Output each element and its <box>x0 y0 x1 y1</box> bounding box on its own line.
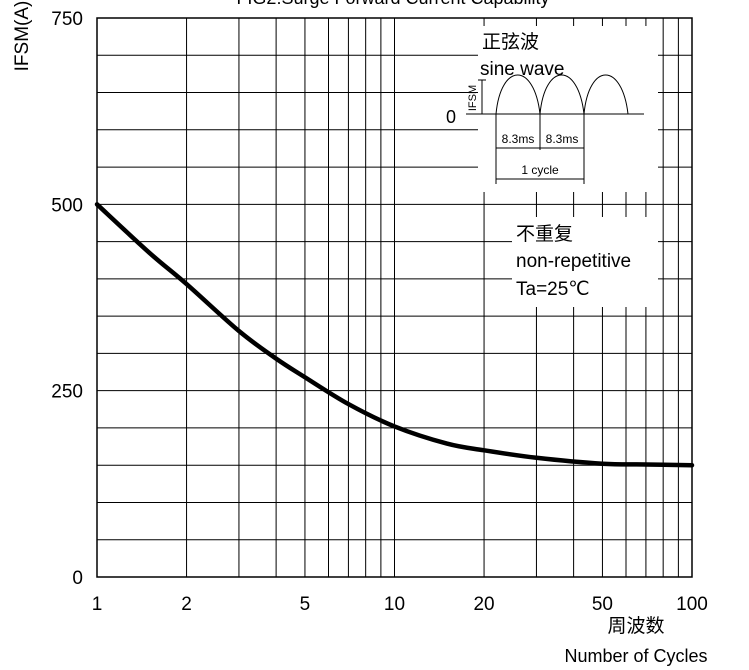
temperature-label: Ta=25℃ <box>516 279 590 300</box>
series-layer <box>94 202 695 468</box>
y-tick-label: 750 <box>51 9 83 30</box>
inset-zero-label: 0 <box>446 107 456 127</box>
x-axis-label-cn: 周波数 <box>607 615 664 637</box>
chart-title: FIG2:Surge Forward Current Capability <box>236 0 549 8</box>
y-axis-label: IFSM(A) <box>12 1 33 72</box>
y-tick-label: 0 <box>72 568 83 589</box>
x-tick-label: 10 <box>384 594 405 615</box>
nonrep-en-label: non-repetitive <box>516 251 631 272</box>
x-tick-label: 2 <box>181 594 192 615</box>
half-period-1-label: 8.3ms <box>502 132 535 146</box>
x-tick-label: 1 <box>92 594 103 615</box>
x-tick-label: 20 <box>473 594 494 615</box>
sine-wave-inset: 正弦波 sine wave IFSM 0 8.3ms 8.3ms 1 cycle <box>446 26 658 192</box>
x-tick-label: 5 <box>300 594 311 615</box>
nonrep-cn-label: 不重复 <box>516 223 573 245</box>
inset-ifsm-label: IFSM <box>467 85 479 111</box>
half-period-2-label: 8.3ms <box>546 132 579 146</box>
x-tick-label: 100 <box>676 594 708 615</box>
cycle-label: 1 cycle <box>521 163 559 177</box>
sine-wave-path <box>495 74 629 115</box>
x-tick-label: 50 <box>592 594 613 615</box>
sine-wave-en-label: sine wave <box>480 59 565 80</box>
tick-labels: 1 2 5 10 20 50 100 0 250 500 750 <box>51 9 708 615</box>
surge-current-curve <box>94 202 695 468</box>
conditions-annotation: 不重复 non-repetitive Ta=25℃ <box>512 217 658 307</box>
y-tick-label: 250 <box>51 382 83 403</box>
plot-frame <box>96 17 693 578</box>
sine-wave-cn-label: 正弦波 <box>482 31 539 53</box>
y-tick-label: 500 <box>51 195 83 216</box>
x-axis-label: Number of Cycles <box>564 646 707 666</box>
